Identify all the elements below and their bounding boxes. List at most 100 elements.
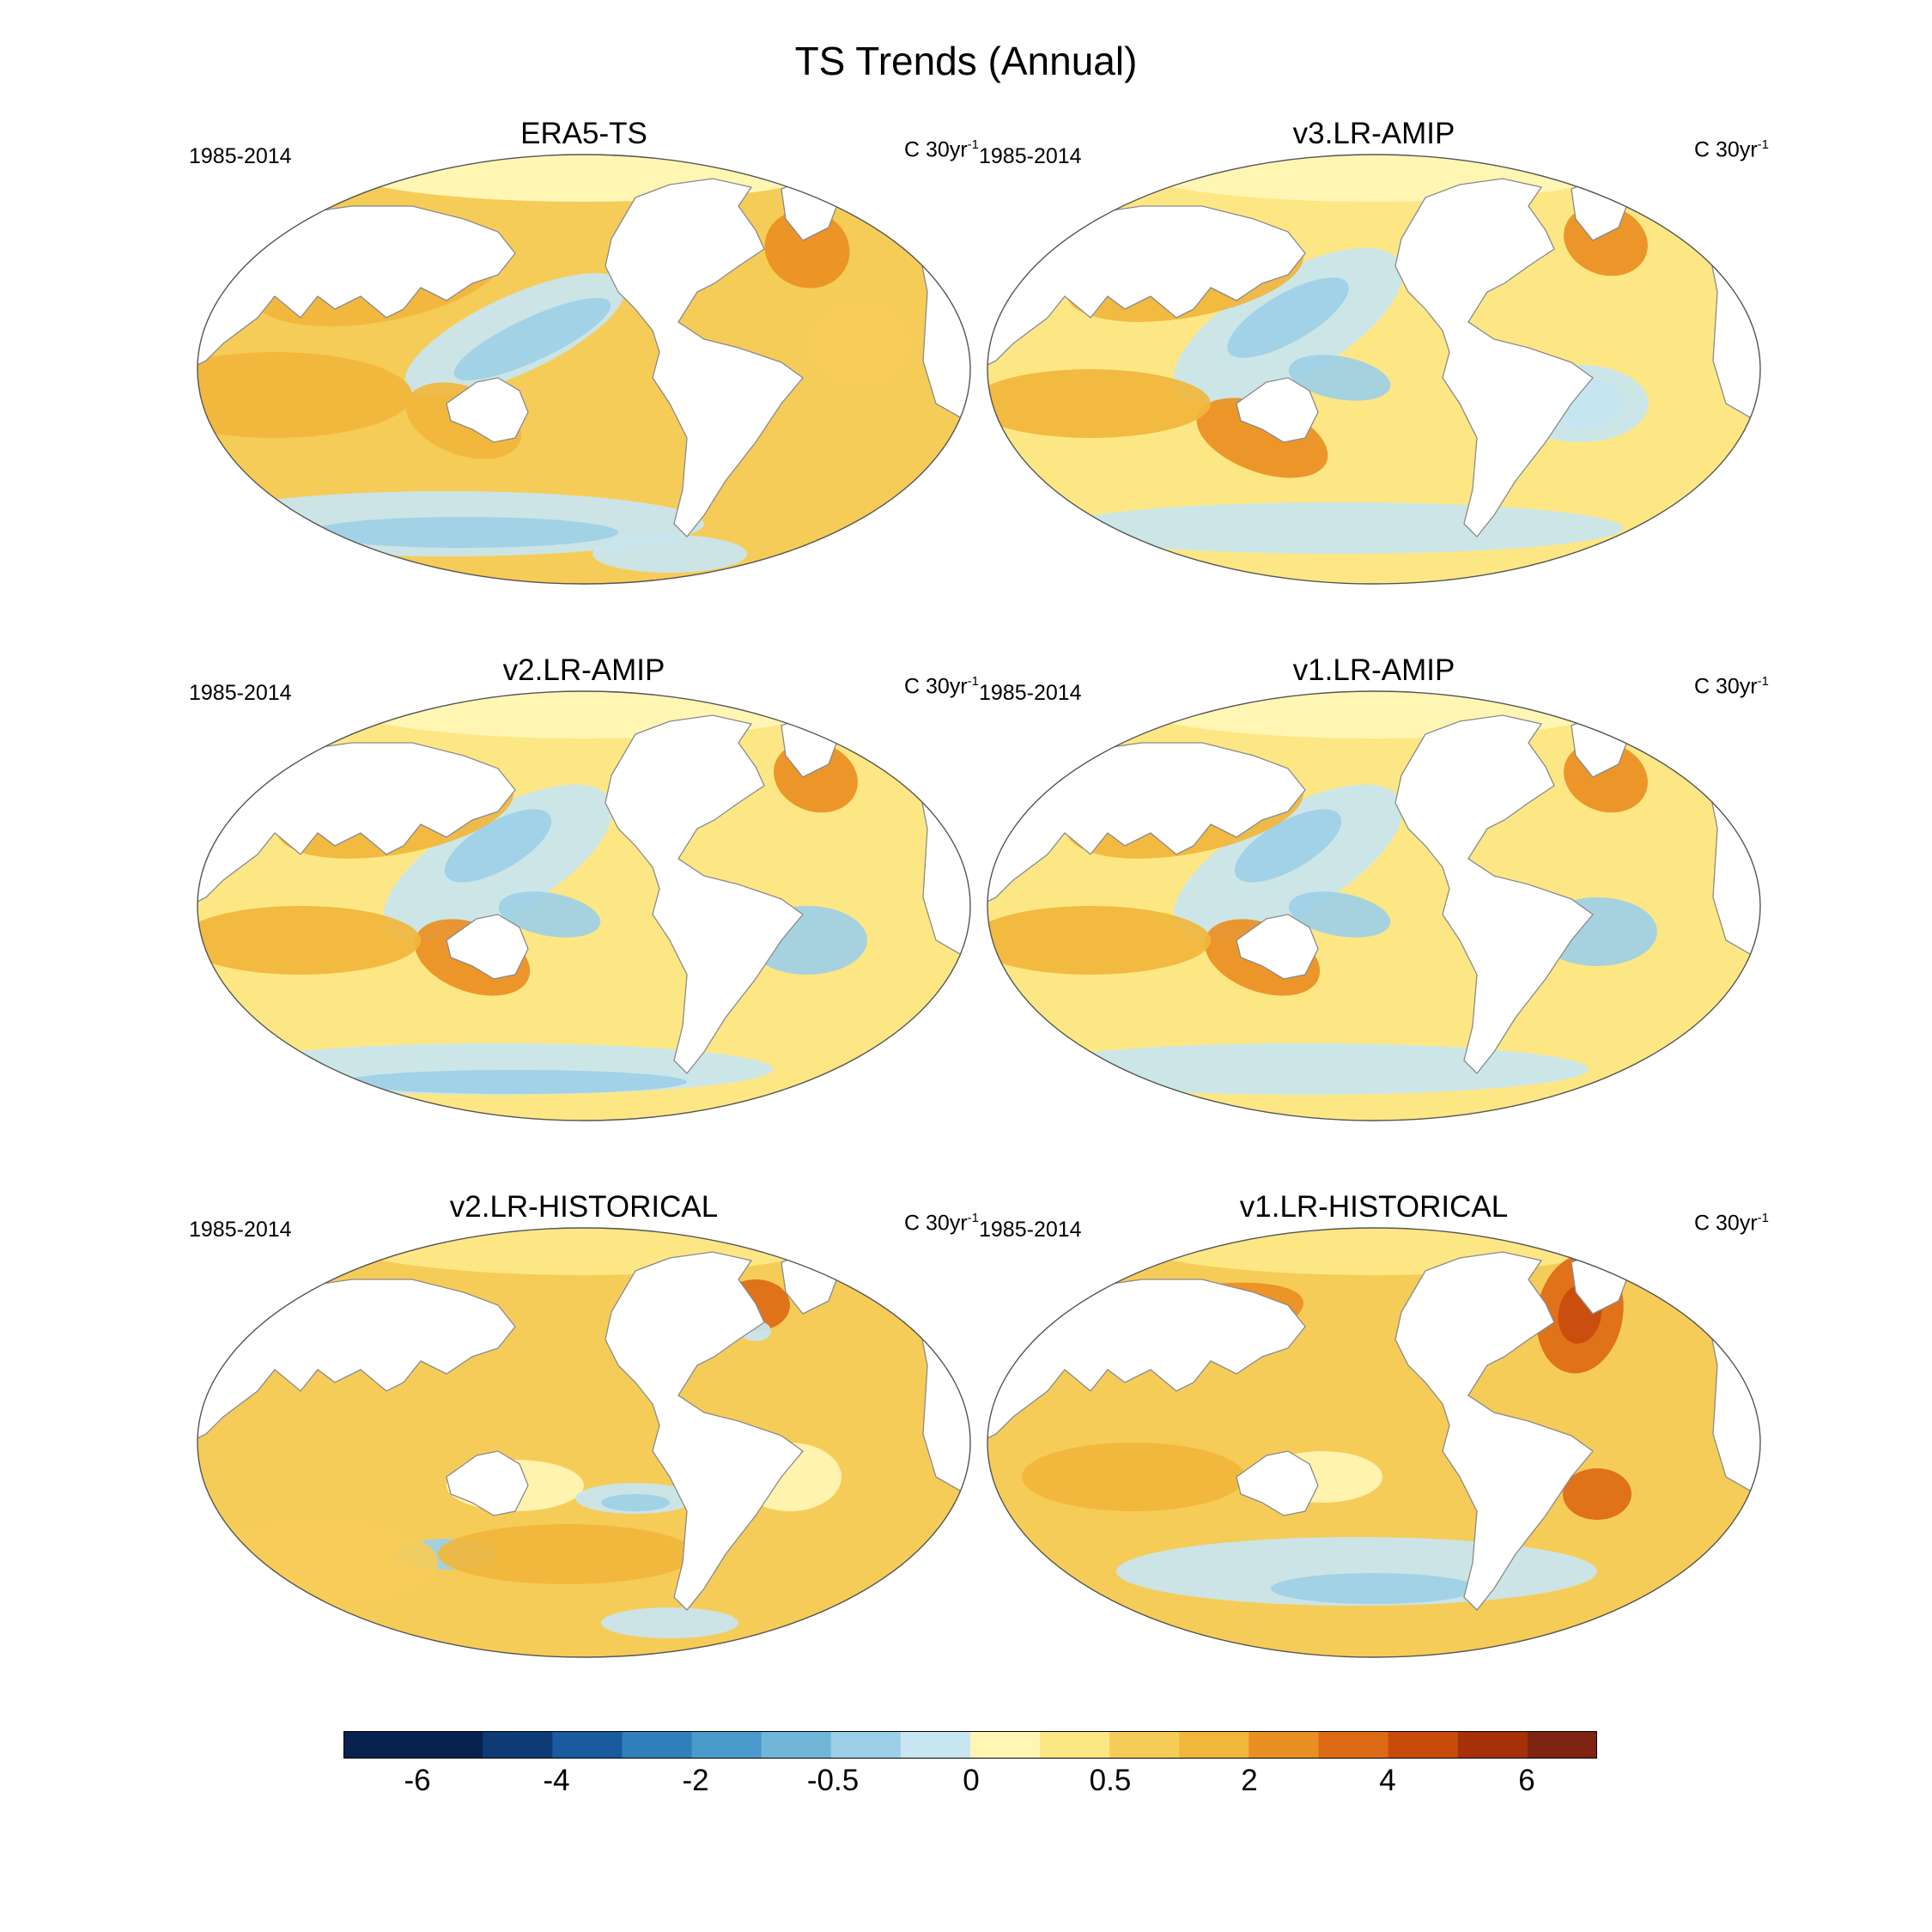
map-outline xyxy=(987,690,1761,1121)
map-outline xyxy=(987,1227,1761,1658)
anomaly-region xyxy=(1234,809,1342,883)
anomaly-region xyxy=(438,1524,696,1584)
panel-period: 1985-2014 xyxy=(189,144,292,168)
anomaly-region xyxy=(592,535,747,573)
colorbar-box xyxy=(1457,1731,1528,1759)
colorbar-tick-label: 2 xyxy=(1241,1764,1258,1797)
land-australia xyxy=(446,377,529,443)
land-americas xyxy=(605,714,804,1074)
land-americas xyxy=(1394,1251,1594,1611)
panel-units: C 30yr-1 xyxy=(1694,137,1769,162)
land-australia xyxy=(446,1450,529,1516)
colorbar-box xyxy=(413,1731,483,1759)
land-americas xyxy=(605,1251,804,1611)
anomaly-region xyxy=(197,906,421,975)
anomaly-region xyxy=(1030,1232,1099,1258)
land-americas xyxy=(1394,178,1594,538)
land-australia xyxy=(1236,1450,1319,1516)
land-australia xyxy=(1236,914,1319,980)
anomaly-region xyxy=(1056,502,1623,554)
trend-map xyxy=(987,154,1761,585)
ocean-field xyxy=(197,1228,970,1657)
anomaly-region xyxy=(309,517,618,548)
colorbar-box xyxy=(900,1731,971,1759)
colorbar-box xyxy=(343,1731,414,1759)
land-eurasia xyxy=(197,742,516,908)
anomaly-region xyxy=(444,809,552,883)
colorbar-tick-label: 6 xyxy=(1518,1764,1535,1797)
anomaly-region xyxy=(1288,355,1391,401)
land-eurasia xyxy=(987,742,1306,908)
colorbar-tick-label: -2 xyxy=(682,1764,709,1797)
map-panel-era5: ERA5-TS 1985-2014 C 30yr-1 xyxy=(189,112,979,592)
colorbar-box xyxy=(1249,1731,1320,1759)
colorbar-box xyxy=(483,1731,553,1759)
anomaly-region xyxy=(987,369,1211,438)
colorbar-box xyxy=(1109,1731,1180,1759)
colorbar-box xyxy=(622,1731,693,1759)
map-outline xyxy=(987,154,1761,585)
land-eurasia xyxy=(197,205,516,371)
colorbar-tick-label: -4 xyxy=(543,1764,570,1797)
map-panel-v1-amip: v1.LR-AMIP 1985-2014 C 30yr-1 xyxy=(979,648,1769,1129)
panel-units: C 30yr-1 xyxy=(904,674,979,699)
panel-title: v2.LR-AMIP xyxy=(502,653,665,687)
ocean-field xyxy=(987,1228,1760,1657)
panel-title: v1.LR-AMIP xyxy=(1292,653,1455,687)
colorbar-border xyxy=(343,1731,1597,1759)
anomaly-region xyxy=(1288,891,1391,938)
colorbar-tick-label: -6 xyxy=(404,1764,431,1797)
panel-units: C 30yr-1 xyxy=(1694,674,1769,699)
anomaly-region xyxy=(1227,277,1349,358)
land-americas xyxy=(1394,714,1594,1074)
trend-map xyxy=(197,1227,971,1658)
trend-map xyxy=(987,1227,1761,1658)
map-panel-v2-historical: v2.LR-HISTORICAL 1985-2014 C 30yr-1 xyxy=(189,1185,979,1666)
colorbar-box xyxy=(691,1731,762,1759)
colorbar-tick-label: 4 xyxy=(1379,1764,1396,1797)
anomaly-region xyxy=(1022,1443,1245,1511)
figure-title: TS Trends (Annual) xyxy=(794,39,1138,83)
ocean-field xyxy=(197,155,970,584)
colorbar-tick-label: -0.5 xyxy=(806,1764,860,1797)
colorbar-box xyxy=(1040,1731,1110,1759)
anomaly-region xyxy=(453,298,611,380)
panel-units: C 30yr-1 xyxy=(904,1211,979,1236)
anomaly-region xyxy=(1022,1043,1589,1095)
land-australia xyxy=(1236,377,1319,443)
anomaly-region xyxy=(601,1607,738,1638)
colorbar-box xyxy=(552,1731,623,1759)
ocean-field xyxy=(987,691,1760,1121)
panel-period: 1985-2014 xyxy=(979,681,1082,705)
panel-units: C 30yr-1 xyxy=(904,137,979,162)
colorbar-box xyxy=(1179,1731,1249,1759)
anomaly-region xyxy=(807,301,910,386)
anomaly-region xyxy=(601,1494,670,1511)
anomaly-region xyxy=(1271,1573,1477,1604)
panel-period: 1985-2014 xyxy=(189,1218,292,1242)
land-eurasia xyxy=(987,1279,1306,1444)
anomaly-region xyxy=(764,210,850,289)
colorbar-box xyxy=(1318,1731,1389,1759)
anomaly-region xyxy=(343,1070,687,1094)
anomaly-region xyxy=(987,906,1211,975)
ocean-field xyxy=(197,691,970,1121)
colorbar-box xyxy=(970,1731,1041,1759)
colorbar xyxy=(343,1731,1597,1759)
trend-map xyxy=(987,690,1761,1121)
map-outline xyxy=(197,1227,971,1658)
map-outline xyxy=(197,690,971,1121)
ocean-base xyxy=(197,1228,970,1657)
panel-period: 1985-2014 xyxy=(979,1218,1082,1242)
panel-title: v1.LR-HISTORICAL xyxy=(1239,1190,1509,1224)
trend-map xyxy=(197,690,971,1121)
land-americas xyxy=(605,178,804,538)
anomaly-region xyxy=(1563,1468,1631,1520)
panel-period: 1985-2014 xyxy=(189,681,292,705)
colorbar-tick-label: 0.5 xyxy=(1089,1764,1132,1797)
map-panel-v2-amip: v2.LR-AMIP 1985-2014 C 30yr-1 xyxy=(189,648,979,1129)
trend-map xyxy=(197,154,971,585)
colorbar-box xyxy=(1388,1731,1459,1759)
map-outline xyxy=(197,154,971,585)
map-panel-v3-amip: v3.LR-AMIP 1985-2014 C 30yr-1 xyxy=(979,112,1769,592)
